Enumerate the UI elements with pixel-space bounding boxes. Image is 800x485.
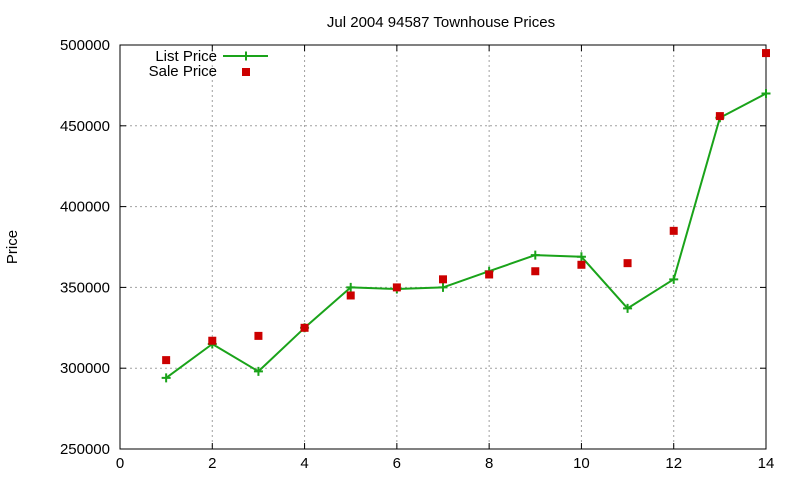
list-price-point bbox=[623, 303, 633, 313]
sale-price-point bbox=[577, 260, 586, 269]
list-price-point bbox=[438, 282, 448, 292]
sale-price-point bbox=[623, 259, 632, 268]
list-price-point bbox=[576, 252, 586, 262]
legend-marker-list-price bbox=[241, 51, 251, 61]
sale-price-point bbox=[392, 283, 401, 292]
legend-label-list-price: List Price bbox=[155, 48, 217, 65]
sale-price-point bbox=[346, 291, 355, 300]
legend-marker-sale-price bbox=[242, 68, 250, 76]
list-price-line bbox=[165, 92, 767, 379]
sale-price-point bbox=[715, 112, 724, 121]
legend-label-sale-price: Sale Price bbox=[149, 63, 217, 80]
list-price-point bbox=[530, 250, 540, 260]
sale-price-point bbox=[162, 356, 171, 365]
sale-price-point bbox=[208, 336, 217, 345]
x-tick-label: 12 bbox=[665, 455, 682, 472]
y-tick-label: 250000 bbox=[60, 441, 110, 458]
x-tick-label: 8 bbox=[485, 455, 493, 472]
sale-price-point bbox=[762, 49, 770, 58]
plot-frame bbox=[119, 44, 767, 450]
axis-ticks bbox=[119, 44, 767, 450]
y-tick-label: 400000 bbox=[60, 199, 110, 216]
list-price-point bbox=[161, 373, 171, 383]
data-series bbox=[161, 49, 771, 383]
sale-price-point bbox=[669, 226, 678, 235]
sale-price-point bbox=[531, 267, 540, 276]
sale-price-point bbox=[485, 270, 494, 279]
x-tick-label: 14 bbox=[758, 455, 775, 472]
y-tick-label: 500000 bbox=[60, 37, 110, 54]
sale-price-point bbox=[439, 275, 447, 284]
x-tick-label: 2 bbox=[208, 455, 216, 472]
y-tick-label: 450000 bbox=[60, 118, 110, 135]
list-price-point bbox=[669, 274, 679, 284]
chart-title: Jul 2004 94587 Townhouse Prices bbox=[327, 14, 555, 31]
grid bbox=[120, 45, 766, 449]
list-price-point bbox=[253, 366, 263, 376]
x-tick-label: 4 bbox=[300, 455, 308, 472]
x-tick-label: 10 bbox=[573, 455, 590, 472]
legend: List Price Sale Price bbox=[149, 48, 268, 80]
sale-price-point bbox=[254, 331, 263, 340]
x-tick-label: 6 bbox=[393, 455, 401, 472]
list-price-point bbox=[761, 88, 771, 98]
y-tick-label: 350000 bbox=[60, 279, 110, 296]
x-tick-label: 0 bbox=[116, 455, 124, 472]
y-axis-label: Price bbox=[4, 230, 21, 264]
y-tick-label: 300000 bbox=[60, 360, 110, 377]
list-price-point bbox=[346, 282, 356, 292]
tick-labels: 250000 300000 350000 400000 450000 500000 0 2 4 6… bbox=[60, 37, 774, 472]
sale-price-point bbox=[300, 323, 309, 332]
